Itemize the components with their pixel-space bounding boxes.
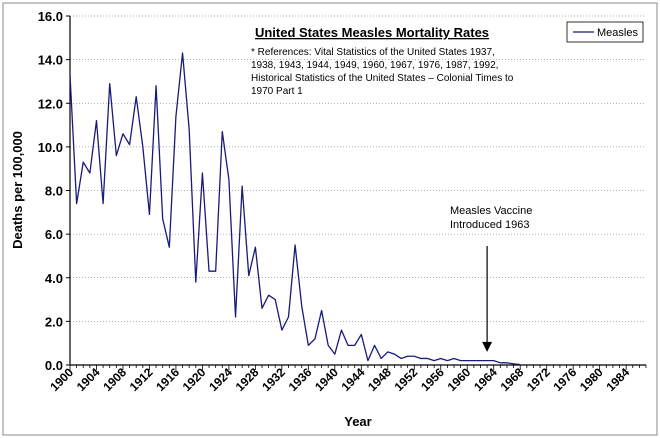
- annotation-line-1: Measles Vaccine: [450, 205, 532, 217]
- y-tick-label: 0.0: [45, 358, 63, 373]
- references-note-line-2: 1938, 1943, 1944, 1949, 1960, 1967, 1976…: [251, 60, 498, 71]
- y-tick-label: 16.0: [38, 9, 63, 24]
- y-tick-label: 14.0: [38, 53, 63, 68]
- y-tick-labels: 0.0 2.0 4.0 6.0 8.0 10.0 12.0 14.0 16.0: [38, 9, 70, 373]
- y-tick-label: 8.0: [45, 184, 63, 199]
- chart-title: United States Measles Mortality Rates: [255, 25, 489, 40]
- legend-label-measles: Measles: [597, 27, 638, 39]
- y-tick-label: 6.0: [45, 227, 63, 242]
- x-axis-title: Year: [344, 414, 371, 429]
- annotation-arrow-head: [482, 341, 493, 352]
- series-layer: [69, 52, 521, 366]
- series-line-measles: [69, 52, 521, 366]
- references-note-line-1: * References: Vital Statistics of the Un…: [251, 47, 495, 58]
- y-tick-label: 10.0: [38, 140, 63, 155]
- grid-lines: [70, 15, 646, 322]
- annotation-line-2: Introduced 1963: [450, 219, 530, 231]
- references-note-line-4: 1970 Part 1: [251, 86, 303, 97]
- y-tick-label: 4.0: [45, 271, 63, 286]
- references-note-line-3: Historical Statistics of the United Stat…: [251, 73, 514, 84]
- y-axis-title: Deaths per 100,000: [10, 131, 25, 249]
- vaccine-annotation: Measles Vaccine Introduced 1963: [450, 205, 532, 352]
- legend-box: [566, 21, 644, 43]
- legend: Measles: [566, 21, 644, 43]
- y-tick-label: 2.0: [45, 314, 63, 329]
- y-tick-label: 12.0: [38, 96, 63, 111]
